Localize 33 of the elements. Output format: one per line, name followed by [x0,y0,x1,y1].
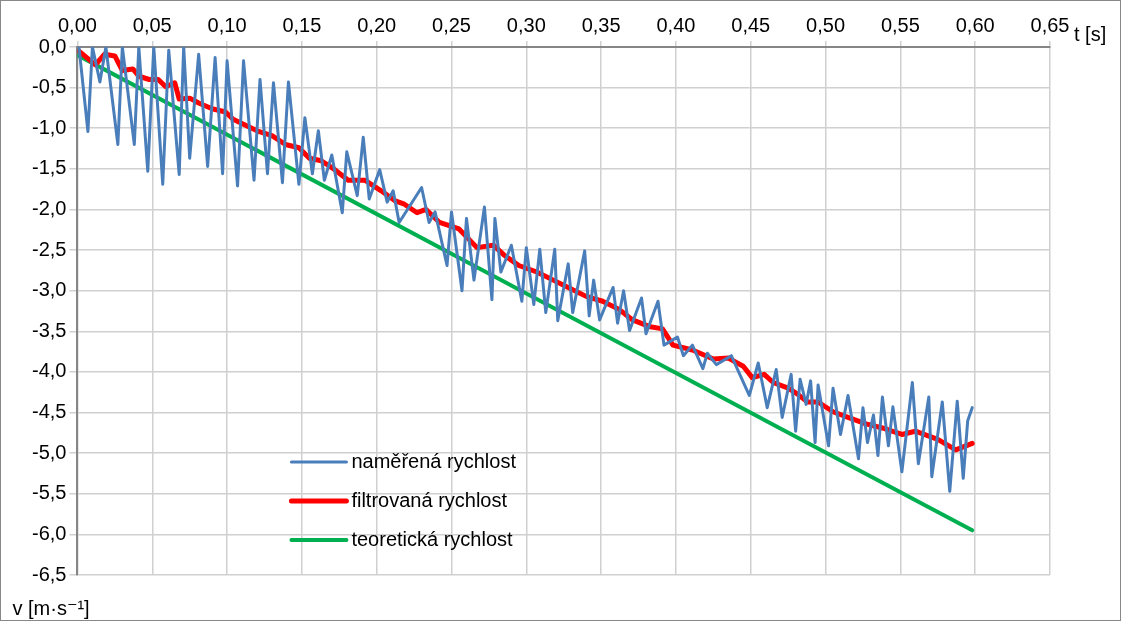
x-tick-label: 0,10 [207,13,247,36]
y-tick-label: -0,5 [31,75,67,98]
y-tick-label: -2,5 [31,237,67,260]
x-tick-label: 0,05 [132,13,172,36]
y-tick-label: -6,5 [31,562,67,585]
y-tick-label: -1,5 [31,156,67,179]
y-tick-label: -4,0 [31,359,67,382]
x-tick-label: 0,00 [57,13,97,36]
y-tick-label: -4,5 [31,400,67,423]
x-tick-label: 0,35 [581,13,621,36]
x-tick-label: 0,25 [432,13,471,36]
x-tick-label: 0,20 [357,13,397,36]
y-tick-label: -3,0 [31,278,67,301]
x-axis-title: t [s] [1074,22,1107,45]
legend-label: naměřená rychlost [351,449,517,472]
legend-label: filtrovaná rychlost [351,488,508,511]
y-axis-title: v [m·s⁻¹] [12,596,90,619]
x-tick-label: 0,65 [1030,13,1070,36]
x-tick-label: 0,40 [656,13,696,36]
y-tick-label: -3,5 [31,318,67,341]
legend-label: teoretická rychlost [351,527,514,550]
x-tick-label: 0,45 [731,13,771,36]
x-tick-label: 0,60 [955,13,995,36]
x-tick-label: 0,50 [806,13,846,36]
y-tick-label: -2,0 [31,196,67,219]
y-tick-label: 0,0 [38,34,67,57]
x-tick-label: 0,30 [506,13,546,36]
y-tick-label: -5,0 [31,440,67,463]
x-tick-label: 0,55 [880,13,920,36]
y-tick-label: -5,5 [31,481,67,504]
x-tick-label: 0,15 [282,13,322,36]
y-tick-label: -6,0 [31,521,67,544]
y-tick-label: -1,0 [31,115,67,138]
